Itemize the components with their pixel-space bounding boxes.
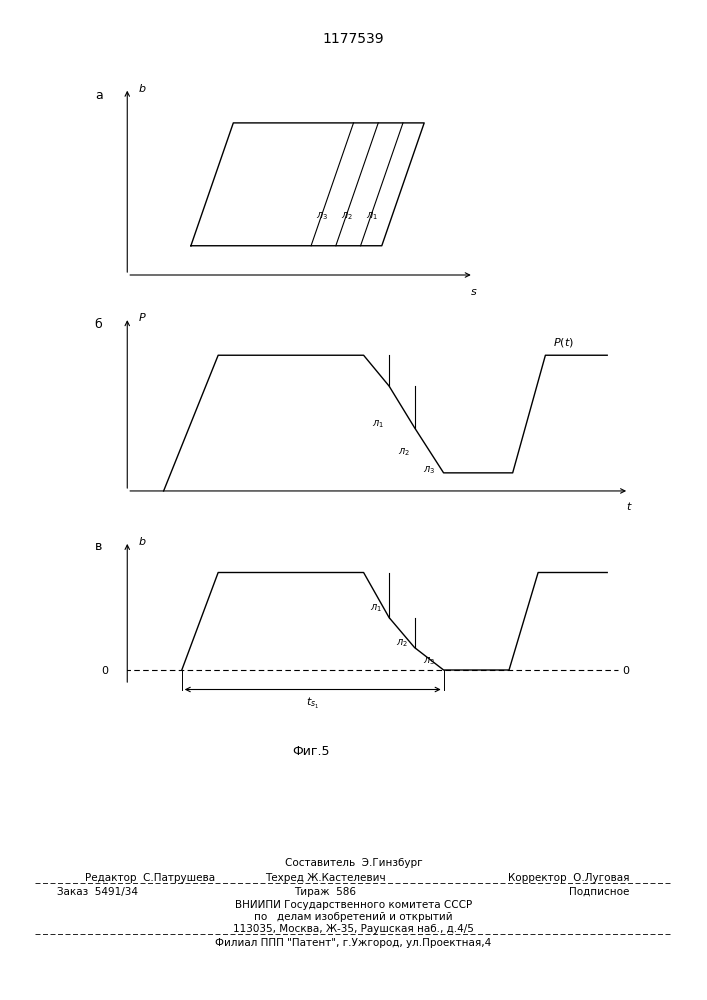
Text: $t$: $t$	[626, 500, 632, 512]
Text: Тираж  586: Тираж 586	[294, 887, 356, 897]
Text: $P$: $P$	[138, 311, 147, 323]
Text: Заказ  5491/34: Заказ 5491/34	[57, 887, 138, 897]
Text: а: а	[95, 89, 103, 102]
Text: в: в	[95, 540, 102, 554]
Text: $0$: $0$	[621, 664, 630, 676]
Text: $b$: $b$	[138, 535, 146, 547]
Text: $t_{s_1}$: $t_{s_1}$	[306, 696, 320, 711]
Text: Подписное: Подписное	[569, 887, 629, 897]
Text: $s$: $s$	[470, 287, 477, 297]
Text: 1177539: 1177539	[322, 32, 385, 46]
Text: Фиг.5: Фиг.5	[292, 745, 330, 758]
Text: $b$: $b$	[138, 82, 146, 94]
Text: $л_1$: $л_1$	[366, 211, 378, 222]
Text: $P(t)$: $P(t)$	[553, 336, 573, 349]
Text: $л_3$: $л_3$	[423, 464, 435, 476]
Text: 113035, Москва, Ж-35, Раушская наб., д.4/5: 113035, Москва, Ж-35, Раушская наб., д.4…	[233, 924, 474, 934]
Text: $л_1$: $л_1$	[370, 602, 382, 614]
Text: $л_2$: $л_2$	[397, 446, 409, 458]
Text: Редактор  С.Патрушева: Редактор С.Патрушева	[85, 873, 215, 883]
Text: $0$: $0$	[101, 664, 109, 676]
Text: Техред Ж.Кастелевич: Техред Ж.Кастелевич	[265, 873, 385, 883]
Text: Корректор  О.Луговая: Корректор О.Луговая	[508, 873, 629, 883]
Text: $л_1$: $л_1$	[372, 419, 384, 430]
Text: Составитель  Э.Гинзбург: Составитель Э.Гинзбург	[285, 858, 422, 868]
Text: $л_2$: $л_2$	[396, 637, 408, 649]
Text: ВНИИПИ Государственного комитета СССР: ВНИИПИ Государственного комитета СССР	[235, 900, 472, 910]
Text: $л_3$: $л_3$	[317, 211, 329, 222]
Text: $л_2$: $л_2$	[341, 211, 353, 222]
Text: б: б	[94, 318, 102, 331]
Text: по   делам изобретений и открытий: по делам изобретений и открытий	[255, 912, 452, 922]
Text: Филиал ППП "Патент", г.Ужгород, ул.Проектная,4: Филиал ППП "Патент", г.Ужгород, ул.Проек…	[216, 938, 491, 948]
Text: $л_3$: $л_3$	[423, 655, 435, 667]
